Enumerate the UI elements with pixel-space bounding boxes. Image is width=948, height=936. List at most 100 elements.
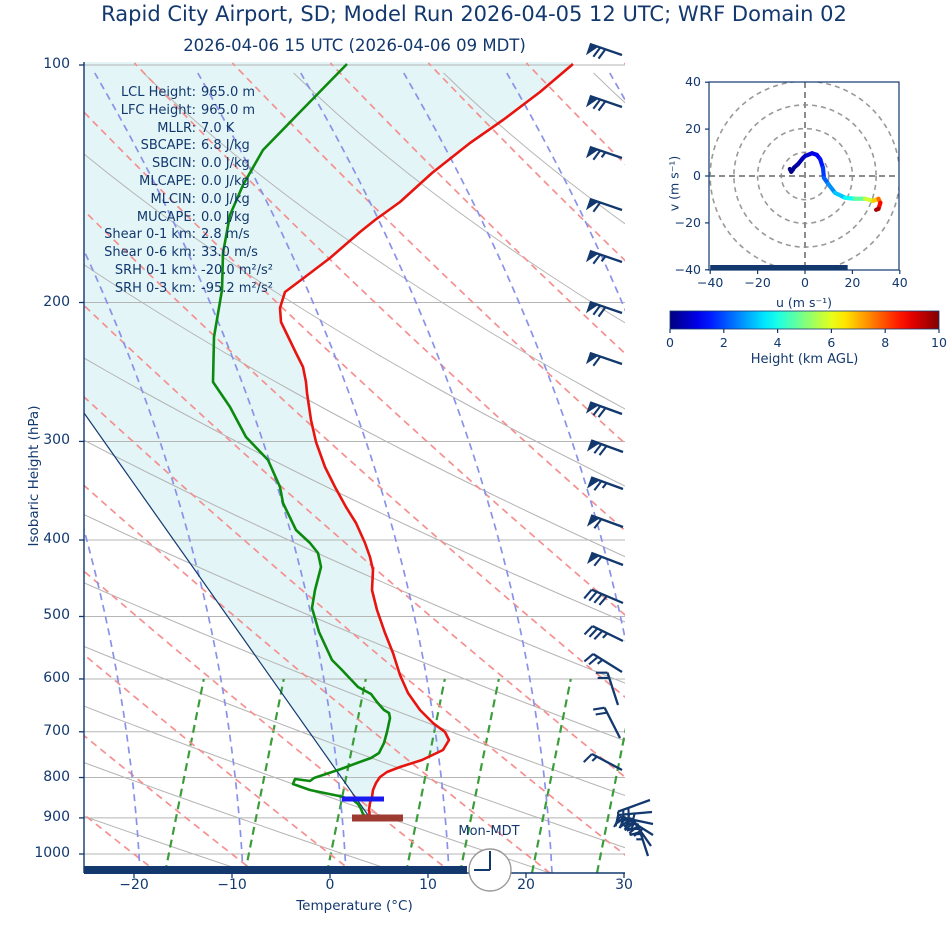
page-title: Rapid City Airport, SD; Model Run 2026-0… bbox=[101, 2, 847, 26]
isotherm-gridline bbox=[593, 72, 625, 104]
dry-adiabat-line bbox=[84, 484, 551, 873]
wind-barb-icon bbox=[585, 197, 623, 213]
stat-label: SRH 0-3 km: bbox=[114, 280, 196, 296]
wind-barb-icon bbox=[586, 439, 624, 456]
height-colorbar bbox=[669, 310, 940, 330]
stat-value: 0.0 J/kg bbox=[201, 191, 250, 207]
cape-shade-region bbox=[84, 62, 573, 818]
stat-value: -20.0 m²/s² bbox=[201, 262, 274, 278]
mixing-ratio-line bbox=[243, 678, 285, 873]
stat-value: 6.8 J/kg bbox=[201, 138, 250, 154]
pressure-tick-label: 800 bbox=[43, 768, 70, 785]
dry-adiabat-line bbox=[84, 395, 625, 857]
stat-label: MUCAPE: bbox=[136, 209, 196, 225]
moist-adiabat-line bbox=[919, 73, 948, 873]
dry-adiabat-line bbox=[329, 62, 625, 355]
hodograph-v-tick-label: −20 bbox=[674, 214, 701, 230]
hodograph-u-tick-label: 20 bbox=[844, 275, 861, 290]
mixing-ratio-line bbox=[163, 678, 205, 873]
stat-label: LCL Height: bbox=[120, 85, 196, 100]
hodograph-trace-segment bbox=[873, 206, 881, 212]
stat-row: MLCAPE: 0.0 J/kg bbox=[60, 173, 320, 191]
stat-value: 965.0 m bbox=[201, 85, 256, 100]
temperature-curve bbox=[278, 63, 574, 818]
stat-row: LFC Height: 965.0 m bbox=[60, 102, 320, 120]
temperature-tick-label: 10 bbox=[419, 877, 437, 893]
pressure-tick-label: 300 bbox=[43, 432, 70, 449]
temperature-axis-label: Temperature (°C) bbox=[296, 898, 413, 914]
dry-adiabat-line bbox=[84, 570, 453, 873]
wind-barb-icon bbox=[582, 753, 623, 772]
stat-label: Shear 0-1 km: bbox=[104, 227, 196, 243]
pressure-tick-label: 600 bbox=[43, 669, 70, 686]
stat-row: SBCIN: 0.0 J/kg bbox=[60, 155, 320, 173]
mixing-ratio-line bbox=[595, 727, 625, 873]
mixing-ratio-line bbox=[458, 678, 500, 873]
stat-label: SBCIN: bbox=[152, 156, 196, 172]
temperature-tick-label: 20 bbox=[517, 877, 535, 893]
stat-row: SRH 0-1 km: -20.0 m²/s² bbox=[60, 262, 320, 280]
hodograph-v-tick-label: 20 bbox=[685, 121, 701, 137]
colorbar-tick-label: 6 bbox=[827, 335, 836, 350]
pressure-tick-label: 200 bbox=[43, 293, 70, 310]
wind-barb-icon bbox=[585, 300, 623, 318]
hodograph-u-tick-label: −20 bbox=[744, 275, 771, 290]
colorbar-tick-label: 4 bbox=[773, 335, 782, 350]
pressure-tick-label: 900 bbox=[43, 808, 70, 825]
wind-barb-icon bbox=[586, 514, 624, 529]
isotherm-gridline bbox=[84, 153, 625, 487]
wind-barb-icon bbox=[583, 588, 624, 606]
stat-value: 0.0 J/kg bbox=[201, 209, 250, 225]
wind-barb-icon bbox=[625, 822, 650, 857]
pressure-tick-label: 700 bbox=[43, 722, 70, 739]
mixing-ratio-line bbox=[325, 678, 367, 873]
mixing-ratio-line bbox=[404, 678, 446, 873]
stat-row: MUCAPE: 0.0 J/kg bbox=[60, 209, 320, 227]
isotherm-gridline bbox=[84, 705, 551, 873]
isotherm-gridline bbox=[84, 582, 625, 797]
sounding-stats-box: LCL Height: 965.0 m LFC Height: 965.0 m MLLR… bbox=[60, 84, 320, 298]
dry-adiabat-line bbox=[427, 62, 625, 262]
isotherm-gridline bbox=[84, 645, 625, 849]
stat-value: 33.0 m/s bbox=[201, 245, 258, 261]
pressure-tick-label: 400 bbox=[43, 531, 70, 548]
wind-barb-icon bbox=[593, 706, 622, 739]
stat-value: -95.2 m²/s² bbox=[201, 280, 274, 296]
moist-adiabat-line bbox=[84, 526, 141, 873]
stat-label: LFC Height: bbox=[120, 102, 196, 118]
moist-adiabat-line bbox=[197, 72, 450, 873]
wind-barb-icon bbox=[585, 401, 623, 418]
dry-adiabat-line bbox=[133, 62, 625, 532]
dry-adiabat-line bbox=[84, 110, 625, 617]
hodograph-v-tick-label: −40 bbox=[674, 261, 701, 277]
stat-row: SBCAPE: 6.8 J/kg bbox=[60, 137, 320, 155]
temperature-tick-label: 0 bbox=[325, 877, 335, 893]
colorbar-tick-label: 2 bbox=[719, 335, 728, 350]
hodograph-u-tick-label: 40 bbox=[891, 275, 908, 290]
colorbar-label: Height (km AGL) bbox=[750, 352, 859, 367]
moist-adiabat-line bbox=[403, 72, 625, 643]
dry-adiabat-line bbox=[525, 62, 625, 166]
dry-adiabat-line bbox=[84, 653, 355, 873]
stat-row: SRH 0-3 km: -95.2 m²/s² bbox=[60, 280, 320, 298]
isotherm-gridline bbox=[84, 357, 625, 623]
wind-barb-icon bbox=[585, 351, 623, 367]
colorbar-tick-label: 8 bbox=[881, 335, 890, 350]
stat-label: MLCIN: bbox=[150, 191, 196, 207]
parcel-path-line bbox=[84, 412, 371, 819]
stat-value: 0.0 J/kg bbox=[201, 173, 250, 189]
pressure-tick-label: 1000 bbox=[34, 845, 70, 861]
wind-barb-icon bbox=[583, 653, 623, 673]
temperature-tick-label: 30 bbox=[615, 877, 633, 893]
wind-barb-icon bbox=[585, 42, 623, 60]
isotherm-gridline bbox=[84, 513, 625, 742]
hodograph-u-tick-label: 0 bbox=[801, 275, 809, 290]
stat-row: MLLR: 7.0 K bbox=[60, 120, 320, 138]
pressure-tick-label: 100 bbox=[43, 56, 70, 72]
isotherm-gridline bbox=[143, 72, 625, 410]
dewpoint-curve bbox=[211, 63, 392, 819]
hodograph-v-tick-label: 0 bbox=[693, 168, 701, 183]
wind-barb-icon bbox=[595, 671, 620, 706]
moist-adiabat-line bbox=[300, 72, 553, 873]
